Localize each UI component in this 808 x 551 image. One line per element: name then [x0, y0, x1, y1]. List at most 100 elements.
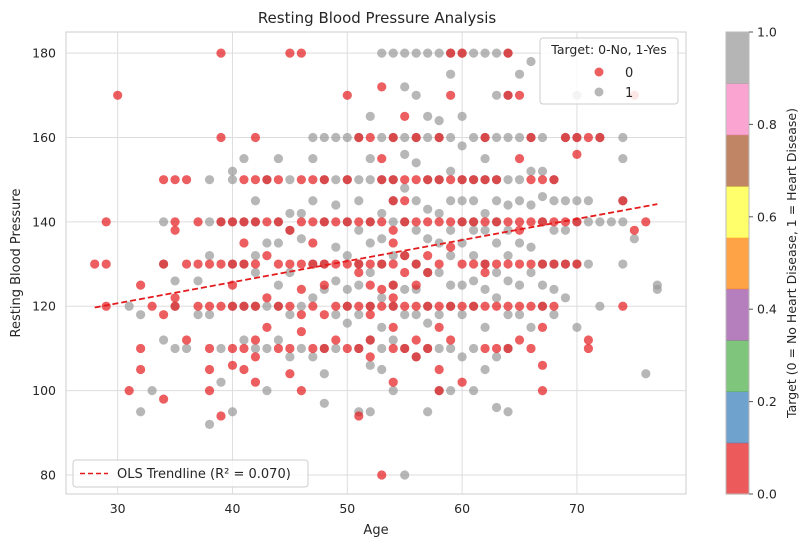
data-point-target-0: [400, 196, 410, 206]
data-point-target-1: [491, 238, 502, 248]
colorbar-tick-label: 0.8: [757, 117, 777, 132]
data-point-target-1: [572, 196, 582, 206]
data-point-target-0: [388, 238, 398, 248]
data-point-target-0: [629, 225, 639, 235]
data-point-target-0: [319, 343, 329, 354]
data-point-target-1: [331, 276, 341, 286]
data-point-target-0: [216, 48, 226, 58]
data-point-target-0: [457, 48, 467, 58]
data-point-target-0: [250, 132, 261, 143]
data-point-target-0: [342, 217, 352, 227]
data-point-target-0: [365, 259, 375, 269]
data-point-target-0: [549, 175, 559, 185]
data-point-target-0: [136, 280, 146, 290]
data-point-target-1: [216, 343, 226, 354]
data-point-target-1: [216, 377, 226, 387]
data-point-target-1: [457, 196, 467, 206]
data-point-target-0: [446, 217, 456, 227]
data-point-target-1: [457, 352, 467, 362]
data-point-target-0: [491, 217, 502, 227]
data-point-target-1: [365, 153, 375, 164]
data-point-target-0: [285, 369, 295, 379]
data-point-target-0: [342, 301, 352, 311]
data-point-target-0: [250, 335, 261, 345]
data-point-target-0: [446, 175, 456, 185]
data-point-target-1: [434, 116, 444, 126]
data-point-target-0: [170, 293, 180, 303]
data-point-target-0: [273, 175, 284, 185]
data-point-target-1: [204, 251, 215, 261]
data-point-target-0: [239, 301, 249, 311]
data-point-target-1: [468, 276, 479, 286]
data-point-target-1: [618, 153, 628, 164]
data-point-target-0: [537, 322, 548, 332]
data-point-target-0: [537, 175, 548, 185]
data-point-target-0: [526, 259, 536, 269]
data-point-target-0: [388, 196, 398, 206]
data-point-target-1: [423, 407, 433, 417]
data-point-target-1: [250, 343, 261, 354]
data-point-target-0: [411, 132, 421, 143]
data-point-target-0: [354, 267, 364, 278]
data-point-target-1: [388, 335, 398, 345]
data-point-target-1: [400, 132, 410, 143]
data-point-target-0: [273, 343, 284, 354]
data-point-target-0: [319, 175, 329, 185]
data-point-target-1: [388, 48, 398, 58]
data-point-target-0: [434, 259, 444, 269]
data-point-target-0: [227, 217, 238, 227]
data-point-target-0: [239, 259, 249, 269]
data-point-target-1: [514, 238, 525, 248]
x-tick-labels: 30 40 50 60 70: [110, 501, 585, 516]
data-point-target-0: [480, 267, 490, 278]
data-point-target-0: [549, 259, 559, 269]
data-point-target-1: [480, 284, 490, 294]
data-point-target-0: [296, 284, 306, 294]
data-point-target-1: [250, 267, 261, 278]
data-point-target-1: [480, 322, 490, 332]
data-point-target-1: [400, 48, 410, 58]
data-point-target-1: [446, 343, 456, 354]
data-point-target-0: [457, 301, 467, 311]
data-point-target-1: [193, 276, 203, 286]
data-point-target-0: [90, 259, 100, 269]
data-point-target-1: [434, 310, 444, 320]
data-point-target-1: [618, 259, 628, 269]
data-point-target-1: [365, 407, 375, 417]
data-point-target-1: [296, 343, 306, 354]
data-point-target-0: [480, 175, 490, 185]
colorbar: 0.0 0.2 0.4 0.6 0.8 1.0 Target (0 = No Heart …: [725, 25, 799, 502]
data-point-target-1: [457, 111, 467, 121]
data-point-target-0: [434, 132, 444, 143]
data-point-target-1: [503, 407, 513, 417]
data-point-target-0: [537, 386, 548, 396]
data-point-target-1: [468, 225, 479, 235]
data-point-target-0: [136, 364, 146, 375]
data-point-target-0: [342, 343, 352, 354]
data-point-target-1: [526, 242, 536, 252]
data-point-target-1: [262, 386, 272, 396]
data-point-target-0: [158, 175, 169, 185]
data-point-target-1: [354, 280, 364, 290]
data-point-target-0: [526, 301, 536, 311]
data-point-target-1: [503, 251, 513, 261]
data-point-target-0: [388, 377, 398, 387]
data-point-target-1: [560, 293, 571, 303]
data-point-target-0: [491, 343, 502, 354]
data-point-target-0: [296, 310, 306, 320]
data-point-target-0: [411, 335, 421, 345]
data-point-target-0: [491, 175, 502, 185]
data-point-target-1: [480, 225, 490, 235]
data-point-target-0: [537, 259, 548, 269]
data-point-target-1: [503, 132, 513, 143]
data-point-target-0: [400, 111, 410, 121]
data-point-target-0: [641, 217, 651, 227]
grid-layer: [66, 32, 686, 494]
data-point-target-0: [354, 259, 364, 269]
legend-box: [539, 37, 679, 105]
data-point-target-1: [377, 234, 387, 244]
data-point-target-1: [423, 318, 433, 328]
legend-marker-1: [594, 87, 604, 97]
data-point-target-0: [457, 377, 467, 387]
